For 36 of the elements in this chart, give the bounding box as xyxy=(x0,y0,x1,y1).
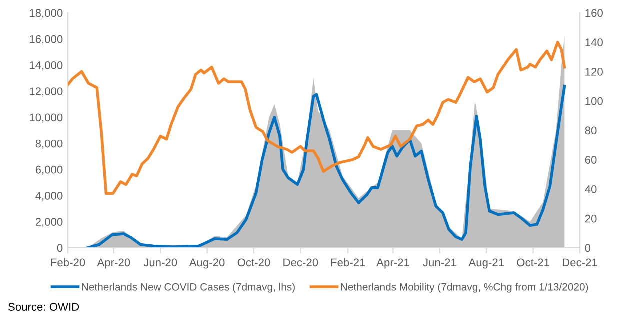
y-tick-label: 14,000 xyxy=(30,61,63,71)
y2-tick-label: 80 xyxy=(585,126,597,135)
x-tick-label: Apr-20 xyxy=(97,258,130,269)
x-tick-label: Jun-20 xyxy=(144,258,178,267)
x-tick-label: Feb-21 xyxy=(331,258,366,267)
y2-tick-label: 60 xyxy=(585,156,597,164)
x-tick-label: Aug-21 xyxy=(468,258,504,269)
y-tick-label: 2,000 xyxy=(36,218,63,228)
y-tick-label: 12,000 xyxy=(30,88,63,97)
x-tick-label: Jun-21 xyxy=(423,258,456,267)
y2-tick-label: 40 xyxy=(585,186,597,194)
x-tick-label: Oct-20 xyxy=(238,258,270,267)
y-tick-label: 10,000 xyxy=(30,114,63,123)
y-tick-label: 8,000 xyxy=(36,140,63,150)
y-tick-label: 16,000 xyxy=(30,35,63,45)
legend-label: Netherlands New COVID Cases (7dmavg, lhs) xyxy=(82,283,295,293)
y2-tick-label: 0 xyxy=(585,244,591,252)
y-tick-label: 6,000 xyxy=(36,166,63,176)
y2-tick-label: 140 xyxy=(586,38,603,47)
y-tick-label: 0 xyxy=(57,244,63,252)
x-tick-label: Apr-21 xyxy=(376,258,410,269)
y2-tick-label: 160 xyxy=(586,9,603,18)
source-note: Source: OWID xyxy=(8,303,80,311)
y2-tick-label: 120 xyxy=(586,68,603,76)
x-tick-label: Oct-21 xyxy=(517,258,550,267)
line-series xyxy=(68,40,566,196)
x-tick-label: Feb-20 xyxy=(51,258,86,267)
y2-tick-label: 20 xyxy=(585,214,597,223)
y2-tick-label: 100 xyxy=(586,97,603,106)
x-tick-label: Dec-21 xyxy=(563,258,598,267)
y-tick-label: 4,000 xyxy=(36,192,63,202)
y-tick-label: 18,000 xyxy=(30,9,63,18)
x-tick-label: Dec-20 xyxy=(284,258,318,267)
legend-label: Netherlands Mobility (7dmavg, %Chg from 1/13/2020) xyxy=(341,283,588,293)
x-tick-label: Aug-20 xyxy=(189,258,225,269)
line-series xyxy=(86,84,566,248)
